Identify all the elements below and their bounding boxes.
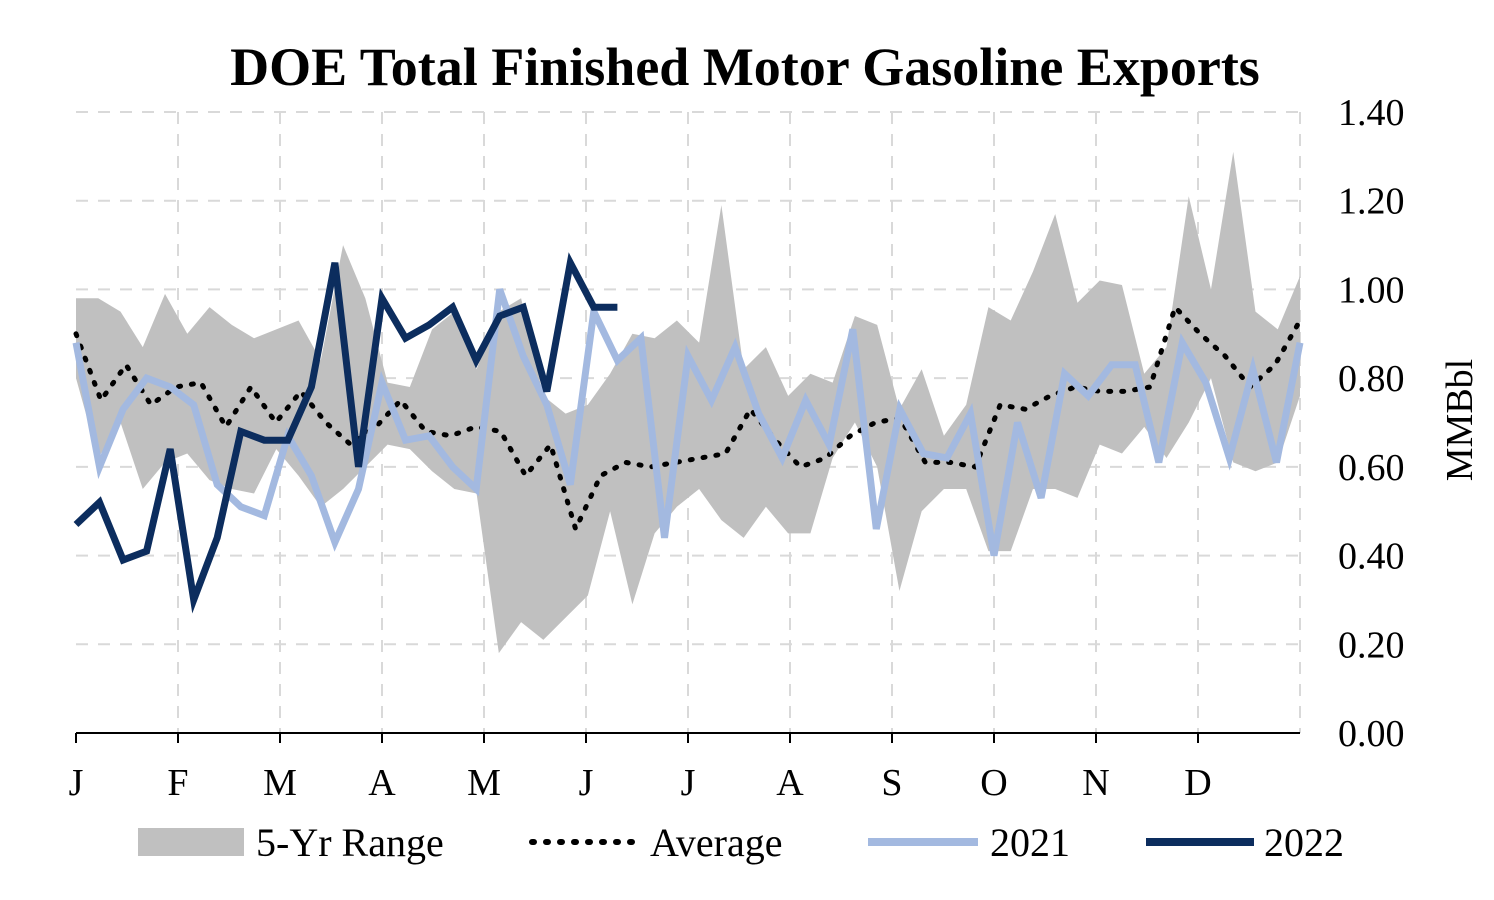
y-tick-label: 0.20 — [1338, 624, 1405, 666]
x-tick-label: D — [1184, 762, 1211, 804]
range-band — [76, 151, 1300, 654]
y-axis-label: MMBbl — [1439, 359, 1481, 481]
x-tick-label: F — [167, 762, 188, 804]
x-tick-label: J — [69, 762, 84, 804]
legend: 5-Yr Range Average 2021 2022 — [138, 820, 1344, 865]
legend-label-range: 5-Yr Range — [256, 820, 444, 865]
x-tick-label: A — [776, 762, 804, 804]
x-tick-label: J — [579, 762, 594, 804]
line-2022 — [73, 252, 618, 614]
five-year-range-area — [76, 151, 1300, 654]
legend-label-average: Average — [650, 820, 783, 865]
x-tick-label: S — [881, 762, 902, 804]
line-2021 — [72, 288, 1304, 557]
y-tick-label: 0.80 — [1338, 358, 1405, 400]
y-tick-label: 0.40 — [1338, 536, 1405, 578]
x-tick-label: A — [368, 762, 396, 804]
series-2022 — [73, 252, 618, 614]
y-tick-label: 1.20 — [1338, 181, 1405, 223]
legend-swatch-range — [138, 828, 244, 856]
y-tick-label: 1.00 — [1338, 269, 1405, 311]
legend-label-2022: 2022 — [1264, 820, 1344, 865]
x-tick-label: M — [263, 762, 297, 804]
x-tick-label: O — [980, 762, 1007, 804]
y-tick-labels: 0.00 0.20 0.40 0.60 0.80 1.00 1.20 1.40 — [1338, 92, 1405, 755]
x-tick-label: M — [467, 762, 501, 804]
y-tick-label: 0.60 — [1338, 447, 1405, 489]
y-tick-label: 0.00 — [1338, 713, 1405, 755]
x-tick-label: N — [1082, 762, 1109, 804]
y-tick-label: 1.40 — [1338, 92, 1405, 134]
series-2021 — [72, 288, 1304, 557]
axes — [75, 732, 1300, 743]
legend-label-2021: 2021 — [990, 820, 1070, 865]
chart-title: DOE Total Finished Motor Gasoline Export… — [230, 37, 1260, 97]
x-tick-label: J — [681, 762, 696, 804]
